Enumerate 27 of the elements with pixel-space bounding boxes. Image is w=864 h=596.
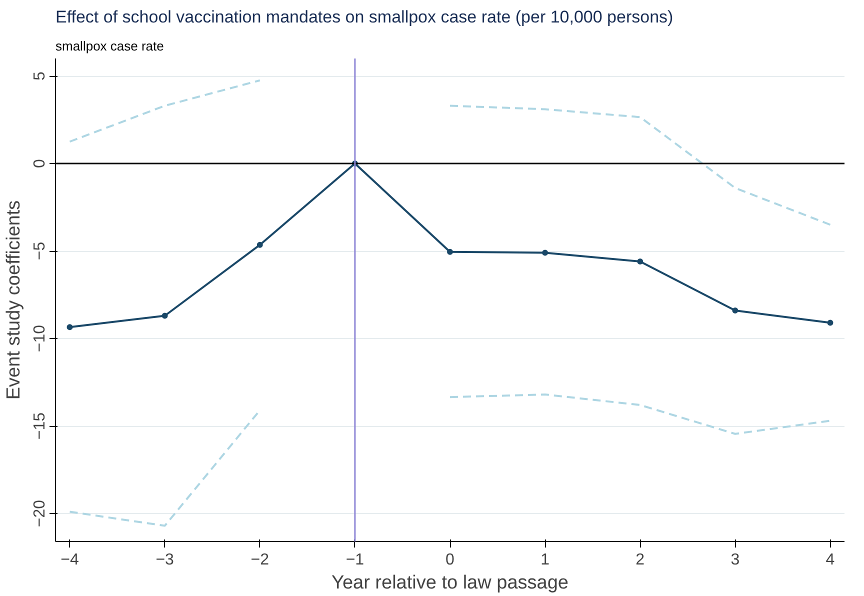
x-tick-label: 1 xyxy=(540,552,550,568)
x-tick-label: −4 xyxy=(60,552,79,568)
point xyxy=(827,320,834,326)
chart-title: Effect of school vaccination mandates on smallpox case rate (per 10,000 persons) xyxy=(56,8,674,26)
x-tick-label: 2 xyxy=(636,552,645,568)
x-tick-label: −3 xyxy=(156,552,174,568)
x-tick-label: 4 xyxy=(826,552,835,568)
x-tick-label: 3 xyxy=(730,552,740,568)
x-axis-title: Year relative to law passage xyxy=(332,572,568,594)
x-tick-label: 0 xyxy=(446,552,455,568)
point xyxy=(732,308,738,314)
y-tick-label: −5 xyxy=(32,242,48,260)
point xyxy=(162,312,168,319)
x-tick-label: −2 xyxy=(250,552,270,568)
point xyxy=(542,250,548,256)
y-tick-label: −20 xyxy=(32,500,48,528)
point xyxy=(637,258,644,264)
point xyxy=(256,242,263,248)
chart-subtitle: smallpox case rate xyxy=(56,38,164,54)
x-tick-label: −1 xyxy=(346,552,364,568)
point xyxy=(66,324,73,330)
y-axis-title: Event study coefficients xyxy=(4,200,24,400)
y-tick-label: 5 xyxy=(32,71,48,80)
y-tick-label: 0 xyxy=(32,158,48,168)
y-tick-label: −10 xyxy=(32,324,48,352)
point xyxy=(447,248,453,255)
y-tick-label: −15 xyxy=(32,412,48,440)
